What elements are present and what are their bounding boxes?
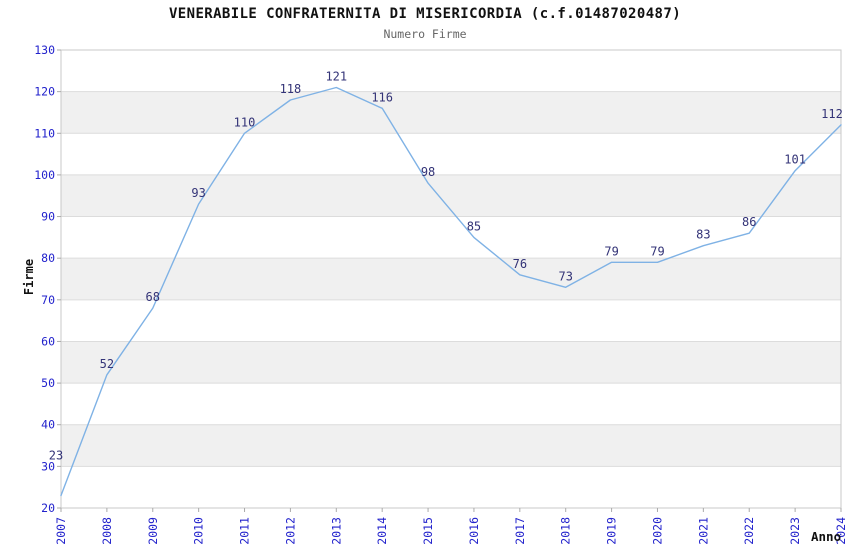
x-tick-label: 2007 (54, 517, 68, 545)
x-tick-label: 2009 (146, 517, 160, 545)
plot-band (61, 258, 841, 300)
data-label: 68 (146, 290, 160, 304)
data-label: 79 (650, 244, 664, 258)
data-label: 116 (371, 90, 393, 104)
y-axis-title: Firme (22, 258, 36, 296)
data-label: 76 (513, 257, 527, 271)
chart-subtitle: Numero Firme (383, 27, 467, 41)
data-label: 98 (421, 165, 435, 179)
y-tick-label: 50 (41, 376, 55, 390)
x-tick-label: 2024 (834, 517, 848, 545)
data-label: 85 (467, 219, 481, 233)
plot-band (61, 91, 841, 134)
x-tick-label: 2010 (192, 517, 206, 545)
y-tick-label: 110 (34, 126, 55, 140)
x-axis-title: Anno (811, 529, 842, 544)
y-tick-label: 90 (41, 210, 55, 224)
plot-band (61, 341, 841, 384)
data-label: 110 (234, 115, 256, 129)
x-tick-label: 2017 (513, 517, 527, 545)
x-tick-label: 2016 (467, 517, 481, 545)
plot-band (61, 424, 841, 467)
data-label: 23 (49, 449, 63, 463)
x-tick-label: 2011 (238, 517, 252, 545)
x-tick-label: 2022 (742, 517, 756, 545)
y-tick-label: 60 (41, 334, 55, 348)
y-tick-label: 130 (34, 43, 55, 57)
x-tick-label: 2019 (605, 517, 619, 545)
y-tick-label: 30 (41, 459, 55, 473)
x-tick-label: 2012 (283, 517, 297, 545)
y-tick-label: 80 (41, 251, 55, 265)
data-label: 118 (280, 82, 302, 96)
data-label: 83 (696, 228, 710, 242)
x-tick-label: 2021 (696, 517, 710, 545)
y-tick-label: 40 (41, 418, 55, 432)
data-label: 112 (821, 107, 843, 121)
data-label: 121 (325, 69, 347, 83)
data-label: 52 (100, 357, 114, 371)
y-tick-label: 20 (41, 501, 55, 515)
y-tick-label: 100 (34, 168, 55, 182)
x-tick-label: 2015 (421, 517, 435, 545)
x-tick-label: 2008 (100, 517, 114, 545)
chart-title: VENERABILE CONFRATERNITA DI MISERICORDIA… (168, 6, 682, 22)
y-tick-label: 70 (41, 293, 55, 307)
data-label: 73 (558, 269, 572, 283)
x-tick-label: 2020 (650, 517, 664, 545)
x-tick-label: 2023 (788, 517, 802, 545)
plot-border (60, 49, 842, 509)
x-tick-label: 2018 (559, 517, 573, 545)
series-line (60, 86, 842, 497)
data-label: 86 (742, 215, 756, 229)
data-label: 101 (784, 153, 806, 167)
y-tick-label: 120 (34, 85, 55, 99)
x-tick-label: 2013 (329, 517, 343, 545)
x-tick-label: 2014 (375, 517, 389, 545)
data-label: 93 (191, 186, 205, 200)
data-label: 79 (604, 244, 618, 258)
